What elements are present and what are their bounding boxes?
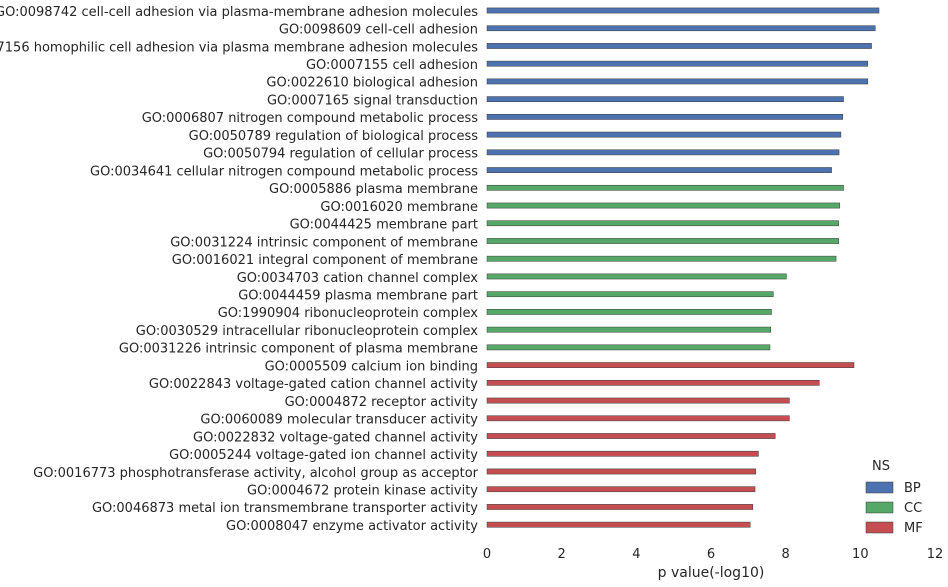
legend-label-bp: BP (904, 481, 921, 496)
x-tick-label: 6 (707, 547, 715, 562)
bar-mf-28 (486, 504, 754, 510)
x-tick-label: 8 (782, 547, 790, 562)
category-label: GO:0022832 voltage-gated channel activit… (193, 430, 478, 445)
legend-swatch-cc (865, 501, 894, 514)
category-label: GO:0007155 cell adhesion (306, 58, 478, 73)
category-label: GO:0030529 intracellular ribonucleoprote… (136, 324, 479, 339)
legend-swatch-bp (865, 481, 894, 494)
category-label: GO:0016021 integral component of membran… (172, 253, 478, 268)
bar-cc-17 (486, 309, 772, 315)
bar-bp-8 (486, 149, 840, 156)
bar-cc-11 (486, 202, 841, 209)
bar-bp-2 (486, 43, 872, 49)
bar-cc-18 (486, 326, 771, 333)
legend-label-cc: CC (904, 501, 922, 516)
x-axis-ticks: 0 2 4 6 8 10 12 (483, 547, 943, 562)
bar-mf-21 (486, 379, 820, 386)
x-tick-label: 12 (927, 547, 944, 562)
bar-cc-19 (486, 344, 771, 351)
bar-cc-14 (486, 255, 837, 262)
category-label: GO:0008047 enzyme activator activity (226, 519, 478, 534)
category-label: GO:0046873 metal ion transmembrane trans… (92, 501, 478, 516)
category-label: GO:0016020 membrane (320, 200, 478, 215)
category-label: GO:0034703 cation channel complex (237, 271, 479, 286)
bar-mf-29 (486, 521, 751, 528)
category-label: GO:0005244 voltage-gated ion channel act… (169, 448, 478, 463)
category-label: GO:0005509 calcium ion binding (265, 359, 478, 374)
bar-bp-1 (486, 25, 876, 32)
category-label: GO:0050794 regulation of cellular proces… (203, 147, 478, 162)
category-label: GO:0016773 phosphotransferase activity, … (33, 466, 478, 481)
legend-label-mf: MF (904, 521, 923, 536)
bar-cc-15 (486, 273, 787, 280)
category-label: GO:0031224 intrinsic component of membra… (170, 235, 478, 250)
category-label: GO:0007156 homophilic cell adhesion via … (0, 40, 478, 55)
bar-cc-12 (486, 220, 839, 227)
category-labels: GO:0098742 cell-cell adhesion via plasma… (0, 5, 479, 534)
category-label: GO:0022843 voltage-gated cation channel … (149, 377, 478, 392)
bar-cc-16 (486, 291, 774, 298)
x-tick-label: 2 (558, 547, 566, 562)
category-label: GO:0044459 plasma membrane part (238, 288, 478, 303)
legend: NS BP CC MF (865, 459, 923, 536)
bar-cc-13 (486, 238, 839, 244)
bar-bp-5 (486, 96, 844, 103)
category-label: GO:0060089 molecular transducer activity (200, 413, 478, 428)
category-label: GO:0005886 plasma membrane (269, 182, 478, 197)
bar-bp-0 (486, 7, 880, 14)
x-tick-label: 10 (852, 547, 869, 562)
bar-mf-23 (486, 415, 790, 422)
bar-mf-27 (486, 486, 756, 493)
bar-cc-10 (486, 184, 844, 191)
category-label: GO:0044425 membrane part (290, 218, 478, 233)
bar-mf-22 (486, 397, 790, 404)
category-label: GO:0098742 cell-cell adhesion via plasma… (0, 5, 478, 20)
bar-bp-3 (486, 60, 869, 67)
bar-mf-26 (486, 468, 757, 475)
bar-bp-4 (486, 78, 869, 85)
bar-bp-9 (486, 167, 832, 173)
category-label: GO:1990904 ribonucleoprotein complex (218, 306, 479, 321)
category-label: GO:0007165 signal transduction (267, 93, 478, 108)
bar-mf-25 (486, 450, 759, 457)
x-axis-title: p value(-log10) (658, 565, 765, 581)
bar-bp-7 (486, 131, 842, 138)
bar-mf-20 (486, 362, 855, 368)
category-label: GO:0006807 nitrogen compound metabolic p… (142, 111, 479, 126)
category-label: GO:0098609 cell-cell adhesion (279, 23, 478, 38)
x-tick-label: 4 (632, 547, 640, 562)
x-tick-label: 0 (483, 547, 491, 562)
category-label: GO:0004872 receptor activity (285, 395, 479, 410)
category-label: GO:0004672 protein kinase activity (247, 484, 478, 499)
bar-mf-24 (486, 433, 776, 439)
legend-swatch-mf (865, 521, 894, 534)
category-label: GO:0034641 cellular nitrogen compound me… (90, 164, 478, 179)
category-label: GO:0031226 intrinsic component of plasma… (119, 342, 478, 357)
legend-title: NS (872, 459, 890, 474)
bars-layer (486, 7, 880, 528)
bar-bp-6 (486, 114, 844, 120)
category-label: GO:0050789 regulation of biological proc… (189, 129, 479, 144)
category-label: GO:0022610 biological adhesion (266, 76, 478, 91)
